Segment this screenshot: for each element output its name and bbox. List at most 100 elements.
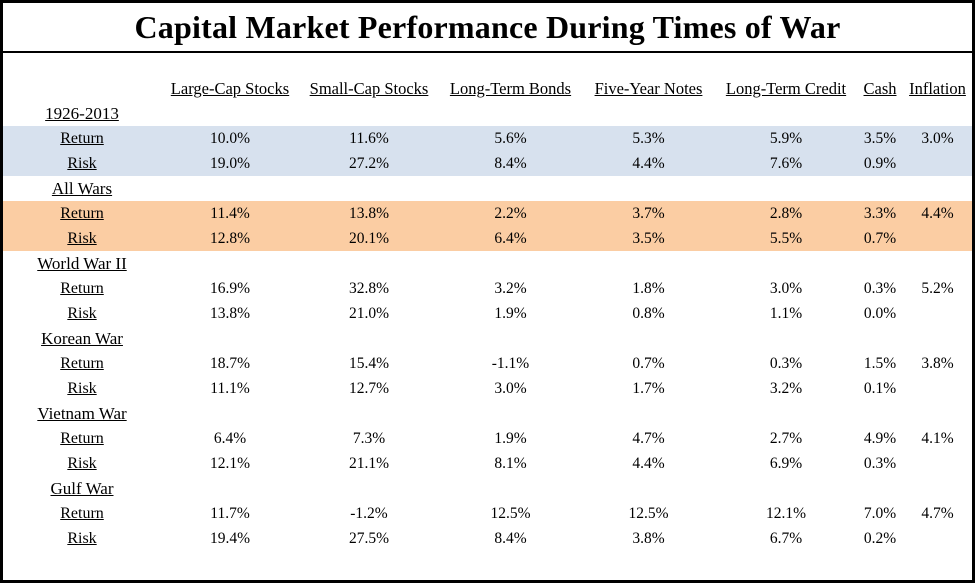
value-cell: 8.4% (439, 151, 582, 176)
value-cell: 32.8% (348, 279, 390, 297)
value-cell: 3.7% (582, 201, 715, 226)
return-row-world-war-ii: Return 16.9% 32.8% 3.2% 1.8% 3.0% 0.3% 5… (3, 276, 972, 301)
value-cell: 3.0% (494, 379, 527, 397)
value-cell: 8.1% (494, 454, 527, 472)
page-title: Capital Market Performance During Times … (134, 8, 841, 45)
return-label: Return (3, 126, 161, 151)
risk-row-world-war-ii: Risk 13.8% 21.0% 1.9% 0.8% 1.1% 0.0% (3, 301, 972, 326)
value-cell: 21.1% (348, 454, 390, 472)
group-label-1926-2013: 1926-2013 (45, 103, 119, 123)
value-cell: 1.9% (494, 304, 527, 322)
value-cell: 12.8% (161, 226, 299, 251)
value-cell: 4.4% (582, 151, 715, 176)
value-cell: 1.7% (632, 379, 665, 397)
value-cell: 15.4% (348, 354, 390, 372)
column-header-large-cap-stocks: Large-Cap Stocks (170, 78, 290, 98)
value-cell: 11.7% (210, 504, 250, 522)
value-cell: 5.2% (921, 279, 954, 297)
risk-label: Risk (67, 379, 97, 397)
value-cell: 3.0% (903, 126, 972, 151)
value-cell: 3.0% (769, 279, 803, 297)
return-label: Return (60, 504, 104, 522)
group-label-all-wars: All Wars (51, 178, 113, 198)
value-cell: 3.5% (582, 226, 715, 251)
value-cell: 6.4% (439, 226, 582, 251)
header-row: Large-Cap Stocks Small-Cap Stocks Long-T… (3, 76, 972, 101)
group-row-vietnam-war: Vietnam War (3, 401, 972, 426)
value-cell: -1.1% (491, 354, 530, 372)
risk-row-gulf-war: Risk 19.4% 27.5% 8.4% 3.8% 6.7% 0.2% (3, 526, 972, 551)
return-row-korean-war: Return 18.7% 15.4% -1.1% 0.7% 0.3% 1.5% … (3, 351, 972, 376)
column-header-five-year-notes: Five-Year Notes (594, 78, 703, 98)
column-header-small-cap-stocks: Small-Cap Stocks (309, 78, 429, 98)
value-cell: 0.0% (863, 304, 897, 322)
value-cell: 5.9% (715, 126, 857, 151)
value-cell: -1.2% (350, 504, 388, 522)
risk-label: Risk (3, 226, 161, 251)
risk-label: Risk (67, 304, 97, 322)
column-header-inflation: Inflation (909, 78, 966, 98)
risk-label: Risk (67, 529, 97, 547)
return-row-gulf-war: Return 11.7% -1.2% 12.5% 12.5% 12.1% 7.0… (3, 501, 972, 526)
value-cell: 11.4% (161, 201, 299, 226)
value-cell: 0.9% (857, 151, 903, 176)
value-cell: 12.5% (628, 504, 669, 522)
return-label: Return (60, 279, 104, 297)
value-cell: 12.5% (490, 504, 531, 522)
group-row-1926-2013: 1926-2013 (3, 101, 972, 126)
value-cell: 16.9% (209, 279, 251, 297)
group-row-korean-war: Korean War (3, 326, 972, 351)
value-cell: 3.2% (769, 379, 803, 397)
value-cell: 7.3% (352, 429, 386, 447)
value-cell: 4.4% (632, 454, 665, 472)
value-cell: 5.6% (439, 126, 582, 151)
value-cell: 0.3% (863, 454, 897, 472)
column-header-long-term-credit: Long-Term Credit (725, 78, 847, 98)
value-cell: 0.7% (632, 354, 665, 372)
column-header-cash: Cash (863, 78, 897, 98)
value-cell: 27.2% (299, 151, 439, 176)
value-cell: 4.7% (921, 504, 954, 522)
value-cell (903, 451, 972, 476)
value-cell: 0.8% (632, 304, 665, 322)
value-cell: 1.5% (863, 354, 897, 372)
value-cell: 1.8% (632, 279, 665, 297)
group-label-korean-war: Korean War (41, 328, 123, 348)
value-cell (903, 526, 972, 551)
header-spacer (3, 76, 161, 101)
value-cell (903, 226, 972, 251)
value-cell: 4.7% (632, 429, 665, 447)
value-cell: 0.3% (863, 279, 897, 297)
risk-row-vietnam-war: Risk 12.1% 21.1% 8.1% 4.4% 6.9% 0.3% (3, 451, 972, 476)
return-row-all-wars: Return 11.4% 13.8% 2.2% 3.7% 2.8% 3.3% 4… (3, 201, 972, 226)
value-cell: 1.9% (494, 429, 527, 447)
risk-row-1926-2013: Risk 19.0% 27.2% 8.4% 4.4% 7.6% 0.9% (3, 151, 972, 176)
value-cell: 3.2% (494, 279, 527, 297)
value-cell: 1.1% (769, 304, 803, 322)
value-cell: 13.8% (299, 201, 439, 226)
value-cell: 27.5% (348, 529, 390, 547)
risk-label: Risk (67, 454, 97, 472)
value-cell: 20.1% (299, 226, 439, 251)
value-cell: 8.4% (494, 529, 527, 547)
value-cell: 2.8% (715, 201, 857, 226)
value-cell: 6.4% (213, 429, 247, 447)
value-cell: 0.7% (857, 226, 903, 251)
value-cell: 7.0% (863, 504, 897, 522)
value-cell: 4.9% (863, 429, 897, 447)
return-label: Return (3, 201, 161, 226)
value-cell: 12.1% (765, 504, 807, 522)
value-cell: 3.5% (857, 126, 903, 151)
value-cell: 13.8% (209, 304, 251, 322)
value-cell: 21.0% (348, 304, 390, 322)
value-cell: 0.3% (769, 354, 803, 372)
value-cell: 19.0% (161, 151, 299, 176)
return-label: Return (60, 429, 104, 447)
value-cell: 5.3% (582, 126, 715, 151)
value-cell: 6.9% (769, 454, 803, 472)
return-row-vietnam-war: Return 6.4% 7.3% 1.9% 4.7% 2.7% 4.9% 4.1… (3, 426, 972, 451)
value-cell (903, 151, 972, 176)
group-row-world-war-ii: World War II (3, 251, 972, 276)
value-cell: 12.1% (209, 454, 251, 472)
